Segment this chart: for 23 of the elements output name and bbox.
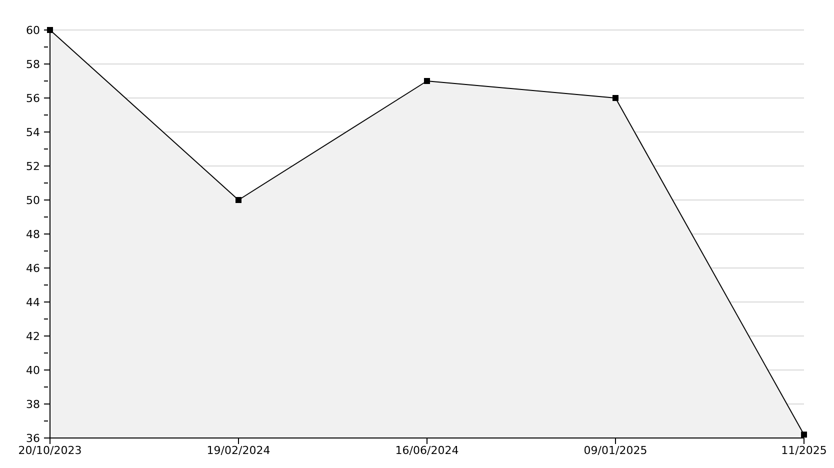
y-tick-label: 60 <box>26 24 40 37</box>
y-tick-label: 36 <box>26 432 40 445</box>
point <box>424 78 430 84</box>
y-tick-label: 50 <box>26 194 40 207</box>
point <box>612 95 618 101</box>
point <box>801 432 807 438</box>
point <box>236 197 242 203</box>
x-tick-label: 16/06/2024 <box>395 444 459 457</box>
y-tick-label: 52 <box>26 160 40 173</box>
y-tick-label: 58 <box>26 58 40 71</box>
x-tick-label: 11/2025 <box>781 444 827 457</box>
y-tick-label: 46 <box>26 262 40 275</box>
y-tick-label: 48 <box>26 228 40 241</box>
y-tick-label: 44 <box>26 296 40 309</box>
x-tick-label: 19/02/2024 <box>206 444 270 457</box>
x-tick-label: 09/01/2025 <box>584 444 648 457</box>
point <box>47 27 53 33</box>
y-tick-label: 38 <box>26 398 40 411</box>
y-tick-label: 40 <box>26 364 40 377</box>
y-tick-label: 54 <box>26 126 40 139</box>
y-tick-label: 56 <box>26 92 40 105</box>
y-tick-label: 42 <box>26 330 40 343</box>
x-tick-label: 20/10/2023 <box>18 444 82 457</box>
